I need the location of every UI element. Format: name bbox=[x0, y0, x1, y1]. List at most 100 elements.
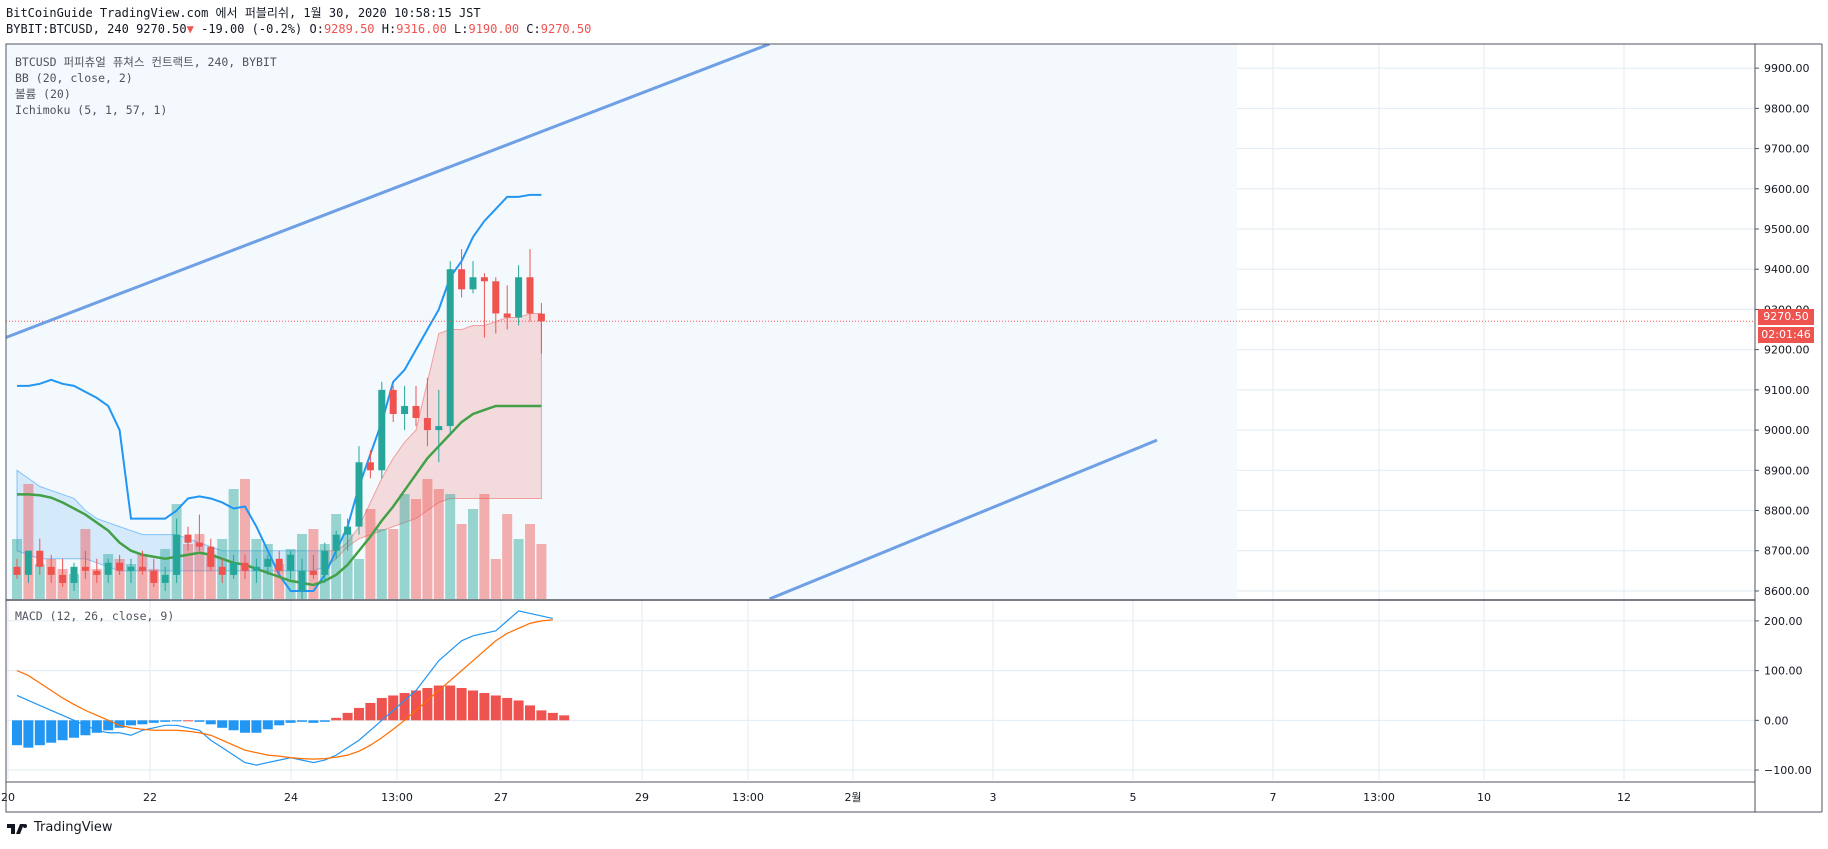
macd-histogram-bar bbox=[513, 700, 524, 721]
price-tick-label: 9500.00 bbox=[1764, 223, 1810, 236]
macd-histogram-bar bbox=[148, 720, 159, 723]
macd-histogram-bar bbox=[297, 720, 307, 722]
candle-body bbox=[138, 566, 146, 571]
candle-body bbox=[184, 534, 192, 543]
volume-bar bbox=[536, 544, 547, 599]
close-value: 9270.50 bbox=[540, 22, 592, 36]
volume-bar bbox=[34, 564, 45, 599]
volume-bar bbox=[502, 514, 513, 599]
volume-bar bbox=[365, 509, 376, 599]
candle-body bbox=[207, 546, 215, 567]
macd-histogram-bar bbox=[411, 690, 421, 721]
candle-body bbox=[469, 277, 477, 290]
volume-bar bbox=[376, 529, 387, 599]
macd-tick-label: 200.00 bbox=[1764, 615, 1803, 628]
price-tick-label: 8800.00 bbox=[1764, 505, 1810, 518]
macd-histogram-bar bbox=[319, 720, 330, 722]
volume-bar bbox=[433, 489, 444, 599]
price-tick-label: 8700.00 bbox=[1764, 545, 1810, 558]
chart-header: BitCoinGuide TradingView.com 에서 퍼블리쉬, 1월… bbox=[6, 5, 591, 37]
macd-histogram-bar bbox=[365, 702, 376, 721]
price-tick-label: 9800.00 bbox=[1764, 102, 1810, 115]
time-tick-label: 2월 bbox=[844, 791, 861, 804]
macd-histogram-bar bbox=[559, 715, 570, 721]
candle-body bbox=[127, 566, 135, 571]
candle-body bbox=[93, 570, 101, 575]
candle-body bbox=[264, 558, 272, 567]
volume-bar bbox=[23, 484, 34, 599]
macd-histogram-bar bbox=[536, 710, 547, 721]
time-tick-label: 10 bbox=[1477, 791, 1491, 804]
time-tick-label: 13:00 bbox=[1363, 791, 1395, 804]
candle-body bbox=[332, 534, 340, 551]
macd-histogram-bar bbox=[445, 685, 456, 721]
macd-histogram-bar bbox=[285, 720, 296, 723]
macd-tick-label: 0.00 bbox=[1764, 714, 1789, 727]
macd-histogram-bar bbox=[114, 720, 125, 728]
symbol-label: BYBIT:BTCUSD, 240 bbox=[6, 22, 129, 36]
price-tick-label: 8600.00 bbox=[1764, 585, 1810, 598]
legend-macd[interactable]: MACD (12, 26, close, 9) bbox=[15, 609, 175, 623]
macd-histogram-bar bbox=[433, 685, 444, 721]
volume-bar bbox=[194, 534, 205, 599]
candle-body bbox=[230, 562, 238, 575]
close-label: C: bbox=[526, 22, 541, 36]
time-tick-label: 20 bbox=[1, 791, 15, 804]
macd-histogram-bar bbox=[308, 720, 319, 723]
macd-histogram-bar bbox=[91, 720, 102, 733]
macd-histogram-bar bbox=[183, 720, 193, 722]
legend-ichimoku[interactable]: Ichimoku (5, 1, 57, 1) bbox=[15, 103, 168, 117]
countdown-tag: 02:01:46 bbox=[1758, 327, 1814, 343]
candle-body bbox=[321, 550, 329, 575]
macd-histogram-bar bbox=[274, 720, 285, 726]
candle-body bbox=[173, 534, 181, 575]
time-tick-label: 22 bbox=[143, 791, 157, 804]
volume-bar bbox=[228, 489, 239, 599]
volume-bar bbox=[342, 534, 353, 599]
macd-histogram-bar bbox=[502, 697, 513, 721]
last-price: 9270.50 bbox=[136, 22, 187, 36]
time-tick-label: 24 bbox=[284, 791, 298, 804]
macd-histogram-bar bbox=[57, 720, 68, 741]
candle-body bbox=[150, 570, 158, 583]
candle-body bbox=[515, 277, 523, 318]
candle-body bbox=[161, 574, 169, 583]
bb-upper-line bbox=[17, 193, 542, 592]
price-tick-label: 9400.00 bbox=[1764, 263, 1810, 276]
candle-body bbox=[389, 389, 397, 414]
volume-bar bbox=[91, 569, 102, 599]
legend-title[interactable]: BTCUSD 퍼피츄얼 퓨쳐스 컨트랙트, 240, BYBIT bbox=[15, 55, 277, 69]
volume-bar bbox=[399, 494, 410, 599]
candle-body bbox=[36, 550, 44, 567]
candle-body bbox=[13, 566, 21, 575]
ohlc-readout: BYBIT:BTCUSD, 240 9270.50▼ -19.00 (-0.2%… bbox=[6, 21, 591, 37]
macd-histogram-bar bbox=[80, 720, 91, 736]
macd-histogram-bar bbox=[456, 688, 467, 721]
macd-histogram-bar bbox=[354, 707, 364, 721]
volume-bar bbox=[354, 559, 364, 599]
volume-bar bbox=[183, 544, 193, 599]
macd-tick-label: 100.00 bbox=[1764, 665, 1803, 678]
candle-body bbox=[195, 542, 203, 547]
price-tick-label: 9000.00 bbox=[1764, 424, 1810, 437]
candle-body bbox=[344, 526, 352, 535]
macd-histogram-bar bbox=[468, 690, 478, 721]
candle-body bbox=[104, 562, 112, 575]
candle-body bbox=[401, 405, 409, 414]
footer-brand: TradingView bbox=[34, 820, 113, 835]
legend-bb[interactable]: BB (20, close, 2) bbox=[15, 71, 133, 85]
macd-histogram-bar bbox=[342, 712, 353, 721]
macd-tick-label: −100.00 bbox=[1764, 764, 1812, 777]
candle-body bbox=[275, 558, 283, 571]
time-tick-label: 3 bbox=[990, 791, 997, 804]
candle-body bbox=[218, 566, 226, 575]
macd-histogram-bar bbox=[388, 695, 399, 721]
macd-histogram-bar bbox=[171, 720, 182, 722]
legend-volume[interactable]: 볼륨 (20) bbox=[15, 87, 71, 101]
footer[interactable]: TradingView bbox=[6, 820, 113, 835]
macd-histogram-bar bbox=[160, 720, 171, 722]
macd-histogram-bar bbox=[46, 720, 57, 743]
trendline bbox=[6, 44, 770, 339]
low-value: 9190.00 bbox=[468, 22, 520, 36]
